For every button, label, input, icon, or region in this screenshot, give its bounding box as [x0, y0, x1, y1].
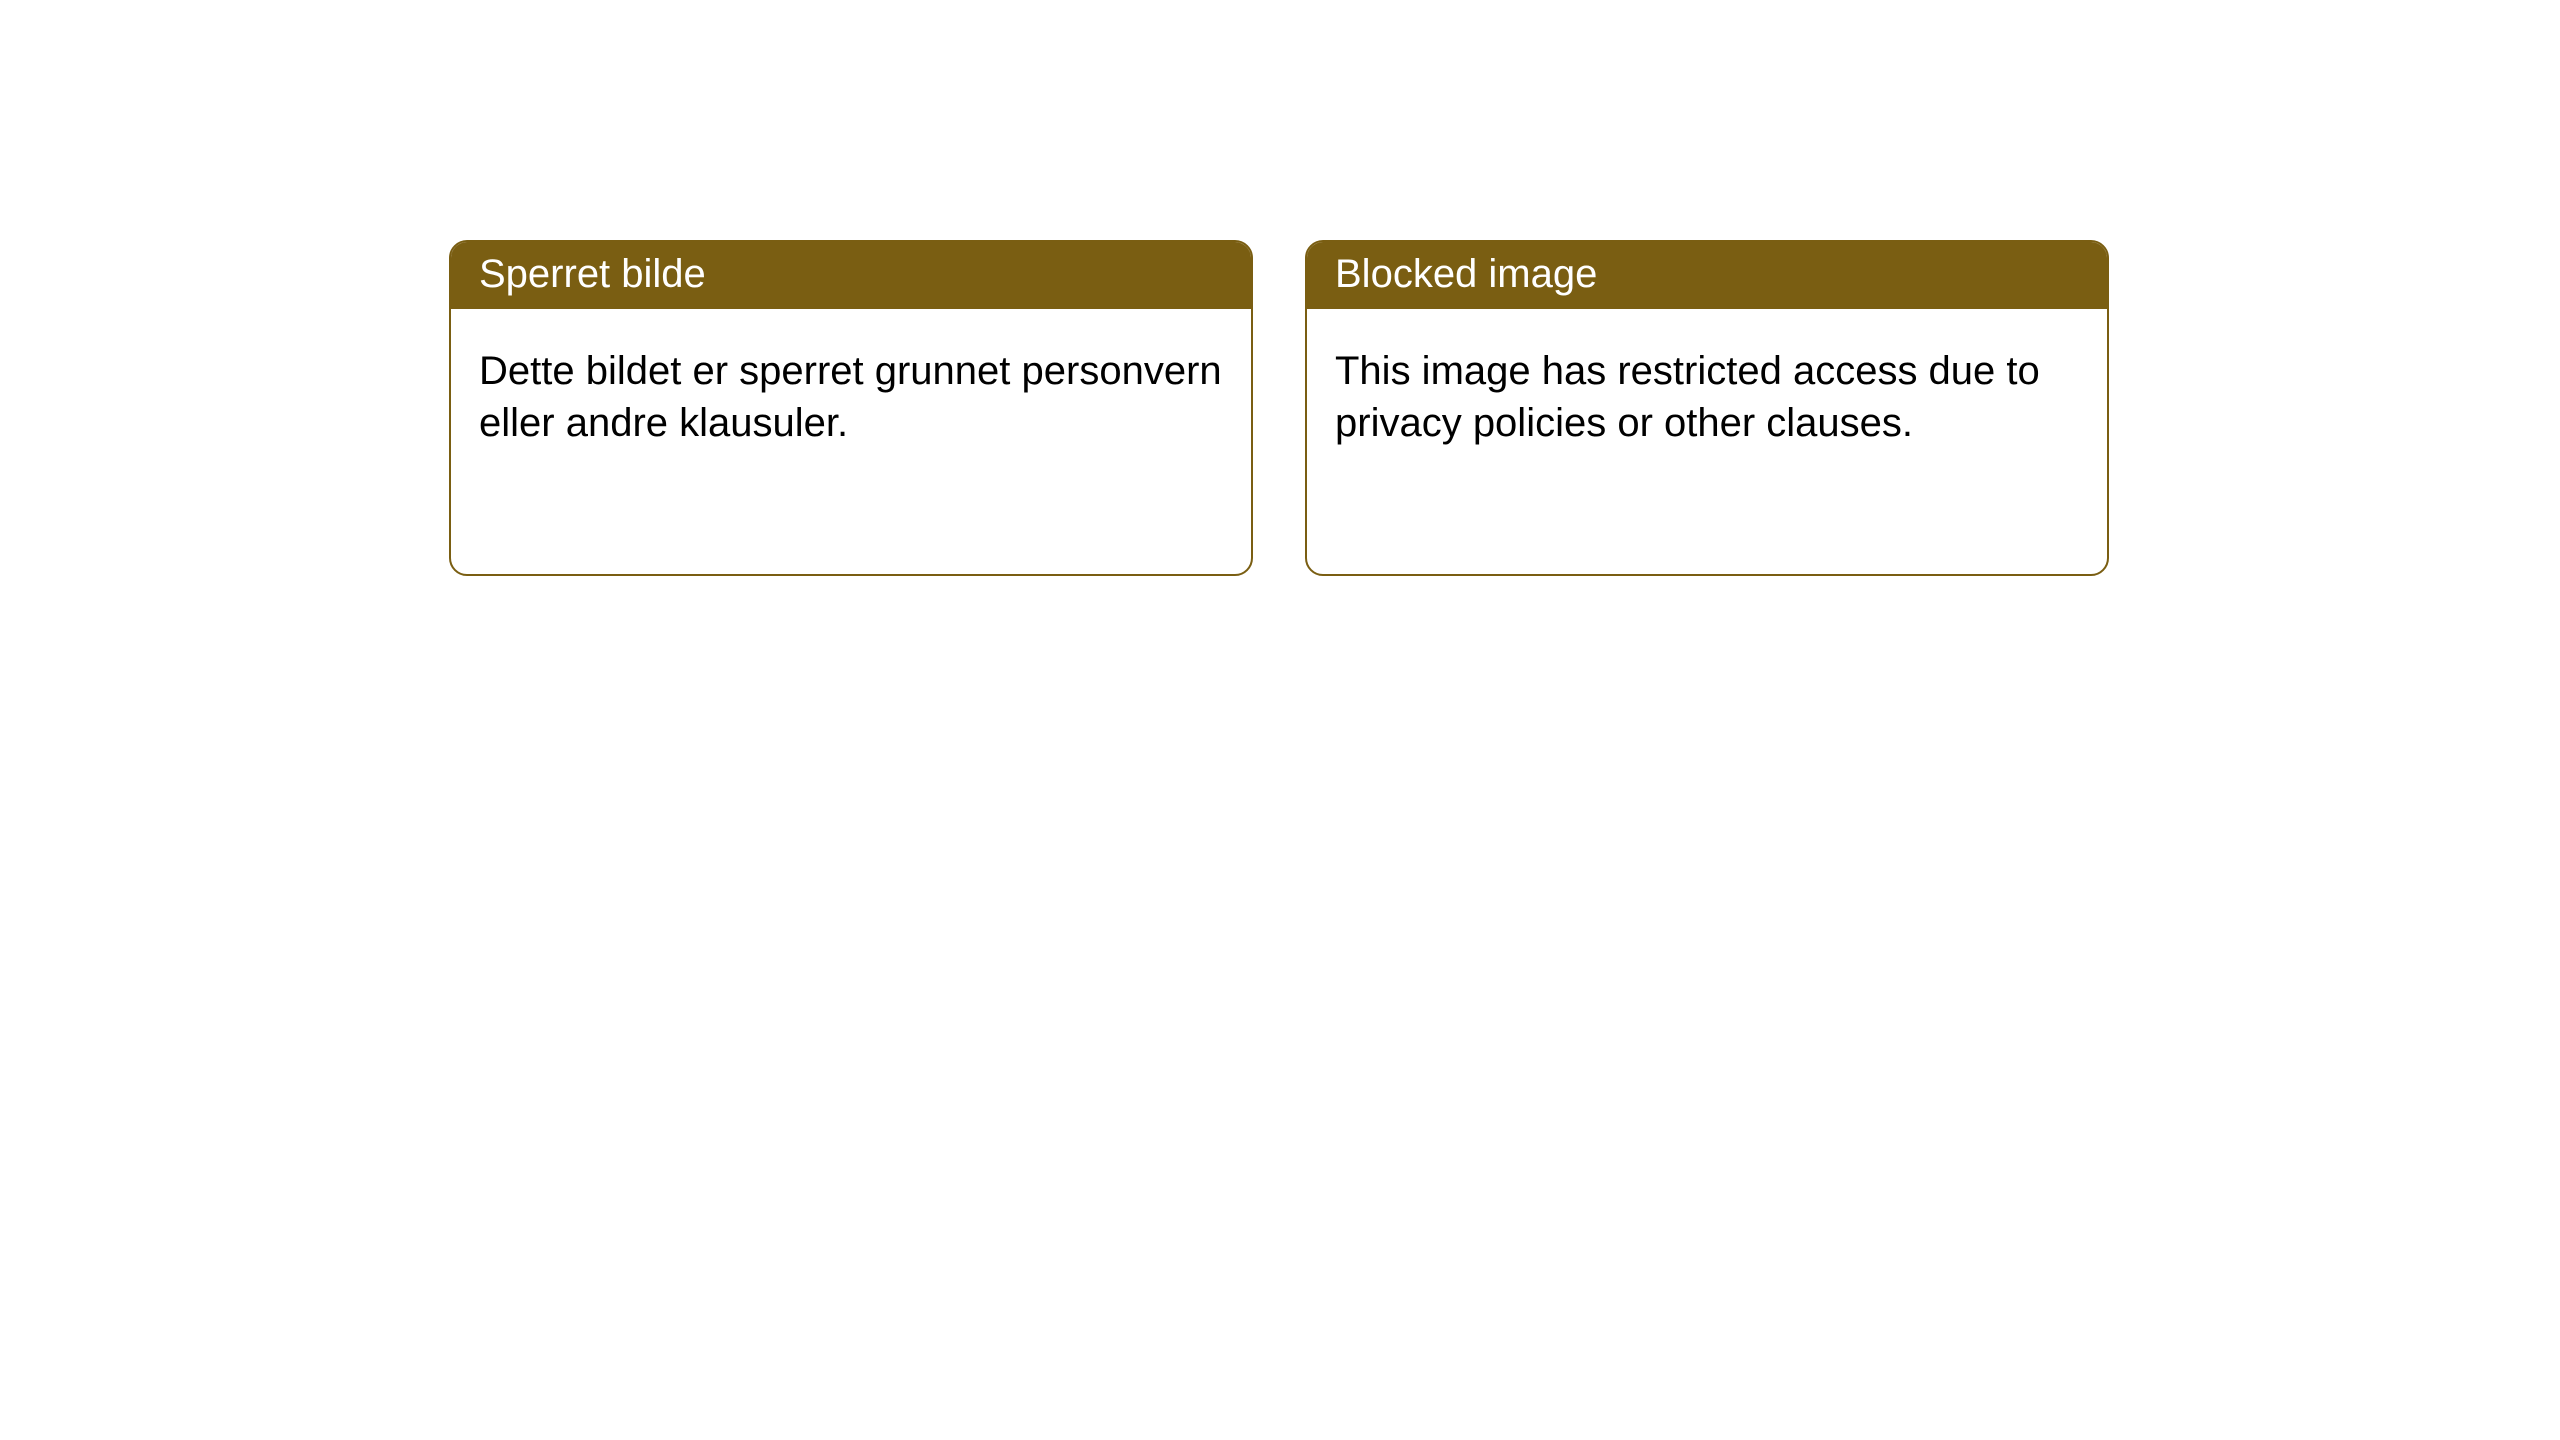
notice-card-english: Blocked image This image has restricted … [1305, 240, 2109, 576]
notice-card-body-text: Dette bildet er sperret grunnet personve… [479, 349, 1222, 445]
notice-card-title: Sperret bilde [479, 252, 706, 296]
notice-card-header: Sperret bilde [451, 242, 1251, 309]
notice-card-norwegian: Sperret bilde Dette bildet er sperret gr… [449, 240, 1253, 576]
notice-card-title: Blocked image [1335, 252, 1597, 296]
notice-card-header: Blocked image [1307, 242, 2107, 309]
notice-card-body-text: This image has restricted access due to … [1335, 349, 2040, 445]
notice-card-body: Dette bildet er sperret grunnet personve… [451, 309, 1251, 485]
notice-cards-container: Sperret bilde Dette bildet er sperret gr… [449, 240, 2109, 576]
notice-card-body: This image has restricted access due to … [1307, 309, 2107, 485]
